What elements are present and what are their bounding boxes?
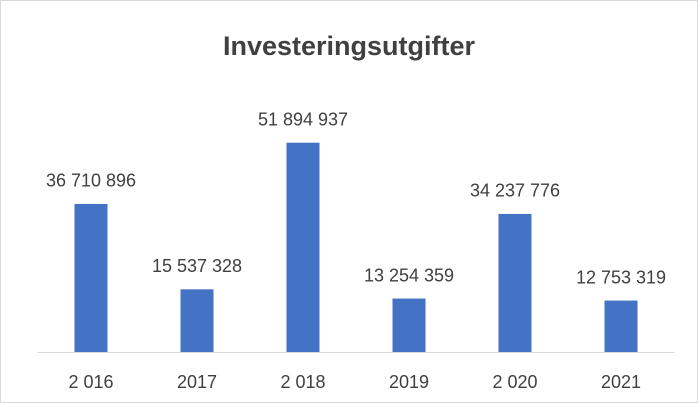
bar bbox=[498, 213, 532, 352]
data-label: 13 254 359 bbox=[364, 265, 454, 285]
bar bbox=[286, 142, 320, 352]
x-tick-label: 2 018 bbox=[280, 372, 325, 392]
bar bbox=[604, 300, 638, 352]
data-label: 51 894 937 bbox=[258, 109, 348, 129]
bar bbox=[180, 289, 214, 352]
bar bbox=[392, 298, 426, 352]
data-label: 36 710 896 bbox=[46, 171, 136, 191]
x-tick-label: 2017 bbox=[177, 372, 217, 392]
data-label: 34 237 776 bbox=[470, 181, 560, 201]
x-tick-label: 2 016 bbox=[68, 372, 113, 392]
bar bbox=[74, 203, 108, 352]
x-tick-label: 2019 bbox=[389, 372, 429, 392]
x-tick-label: 2021 bbox=[601, 372, 641, 392]
data-label: 15 537 328 bbox=[152, 256, 242, 276]
x-tick-label: 2 020 bbox=[492, 372, 537, 392]
data-label: 12 753 319 bbox=[576, 267, 666, 287]
chart-title: Investeringsutgifter bbox=[223, 31, 476, 61]
